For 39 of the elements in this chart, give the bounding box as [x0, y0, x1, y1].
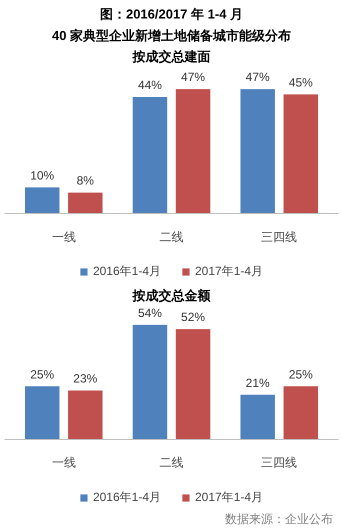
- data-label: 47%: [181, 70, 206, 84]
- source-note: 数据来源：企业公布: [225, 512, 334, 526]
- data-label: 47%: [246, 70, 270, 84]
- data-label: 54%: [138, 306, 162, 320]
- data-label: 23%: [73, 372, 98, 386]
- data-label: 25%: [30, 367, 55, 382]
- chart-subtitle: 40 家典型企业新增土地储备城市能级分布: [52, 28, 292, 43]
- bar: [68, 390, 103, 440]
- bar: [284, 386, 318, 440]
- bar: [68, 192, 103, 214]
- legend-label: 2016年1-4月: [92, 489, 161, 506]
- bar: [176, 89, 210, 214]
- bar: [132, 324, 168, 440]
- x-tick-label: 一线: [52, 455, 76, 470]
- data-label: 10%: [30, 168, 55, 182]
- text: 按成交总建面: [132, 49, 210, 64]
- bar: [176, 329, 210, 440]
- x-tick-label: 三四线: [261, 230, 298, 244]
- bar: [240, 89, 275, 214]
- chart-title: 按成交总金额: [132, 288, 212, 304]
- x-tick-label: 二线: [160, 230, 184, 244]
- bar: [24, 187, 60, 214]
- bar: [240, 394, 275, 440]
- data-label: 21%: [246, 376, 270, 390]
- legend-label: 2017年1-4月: [195, 489, 264, 506]
- data-label: 25%: [288, 367, 314, 382]
- data-label: 52%: [181, 310, 206, 324]
- x-tick-label: 二线: [160, 455, 184, 470]
- legend-label: 2016年1-4月: [92, 263, 161, 280]
- data-label: 45%: [288, 75, 314, 90]
- data-label: 44%: [138, 78, 162, 92]
- x-tick-label: 一线: [52, 230, 76, 244]
- bar: [24, 386, 60, 440]
- legend-label: 2017年1-4月: [195, 263, 264, 280]
- x-tick-label: 三四线: [261, 455, 298, 470]
- chart-title: 图：2016/2017 年 1-4 月: [100, 6, 244, 22]
- bar: [284, 94, 318, 214]
- data-label: 8%: [76, 174, 94, 188]
- bar: [132, 97, 168, 214]
